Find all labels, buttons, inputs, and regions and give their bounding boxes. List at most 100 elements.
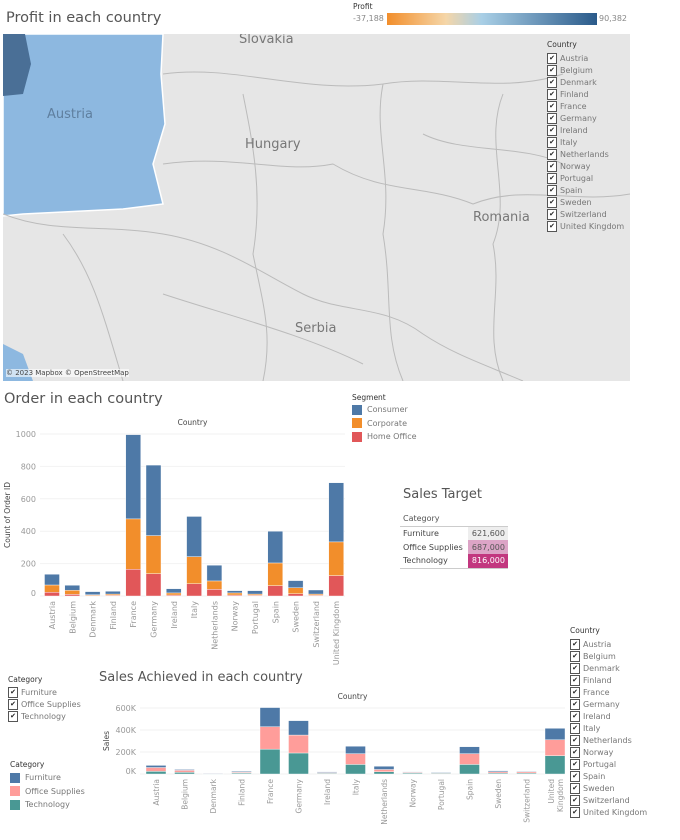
checkbox-checked-icon[interactable]: ✔ [570, 746, 580, 758]
filter-item[interactable]: ✔ Switzerland [570, 794, 647, 806]
filter-item[interactable]: ✔ Office Supplies [8, 698, 81, 710]
checkbox-checked-icon[interactable]: ✔ [547, 196, 557, 208]
filter-item[interactable]: ✔ Belgium [547, 64, 624, 76]
filter-item[interactable]: ✔ Switzerland [547, 208, 624, 220]
bar-consumer [105, 591, 121, 595]
checkbox-checked-icon[interactable]: ✔ [547, 160, 557, 172]
filter-item[interactable]: ✔ United Kingdom [547, 220, 624, 232]
legend-item[interactable]: Furniture [10, 771, 85, 785]
filter-item[interactable]: ✔ Spain [547, 184, 624, 196]
filter-item[interactable]: ✔ Portugal [547, 172, 624, 184]
checkbox-checked-icon[interactable]: ✔ [570, 770, 580, 782]
filter-item[interactable]: ✔ Denmark [547, 76, 624, 88]
checkbox-checked-icon[interactable]: ✔ [547, 172, 557, 184]
checkbox-checked-icon[interactable]: ✔ [570, 734, 580, 746]
x-tick-label: Austria [48, 601, 57, 629]
filter-item[interactable]: ✔ Netherlands [547, 148, 624, 160]
x-tick-label: Norway [231, 601, 240, 632]
legend-item[interactable]: Home Office [352, 430, 417, 444]
filter-item[interactable]: ✔ Finland [547, 88, 624, 100]
germany-region[interactable] [3, 34, 31, 96]
bar-furniture [544, 728, 566, 740]
checkbox-checked-icon[interactable]: ✔ [547, 112, 557, 124]
order-chart-title: Order in each country [4, 391, 163, 407]
checkbox-checked-icon[interactable]: ✔ [547, 100, 557, 112]
filter-item[interactable]: ✔ France [547, 100, 624, 112]
checkbox-checked-icon[interactable]: ✔ [547, 124, 557, 136]
filter-item[interactable]: ✔ Furniture [8, 686, 81, 698]
bar-furniture [516, 770, 537, 772]
filter-item[interactable]: ✔ Belgium [570, 650, 647, 662]
filter-item[interactable]: ✔ Austria [570, 638, 647, 650]
legend-item[interactable]: Consumer [352, 403, 417, 417]
checkbox-checked-icon[interactable]: ✔ [570, 722, 580, 734]
x-tick-label: Netherlands [380, 779, 389, 825]
filter-item-label: Furniture [21, 687, 57, 697]
filter-item[interactable]: ✔ Denmark [570, 662, 647, 674]
filter-item[interactable]: ✔ Italy [570, 722, 647, 734]
checkbox-checked-icon[interactable]: ✔ [8, 698, 18, 710]
filter-item[interactable]: ✔ Norway [570, 746, 647, 758]
filter-item[interactable]: ✔ Ireland [547, 124, 624, 136]
checkbox-checked-icon[interactable]: ✔ [570, 710, 580, 722]
filter-item[interactable]: ✔ Austria [547, 52, 624, 64]
checkbox-checked-icon[interactable]: ✔ [570, 806, 580, 818]
sales-target-title: Sales Target [403, 487, 482, 502]
bar-technology [544, 755, 566, 775]
filter-item[interactable]: ✔ Spain [570, 770, 647, 782]
checkbox-checked-icon[interactable]: ✔ [570, 638, 580, 650]
legend-swatch [352, 431, 362, 442]
checkbox-checked-icon[interactable]: ✔ [547, 220, 557, 232]
filter-item-label: Denmark [583, 663, 620, 673]
filter-item[interactable]: ✔ Italy [547, 136, 624, 148]
checkbox-checked-icon[interactable]: ✔ [547, 76, 557, 88]
checkbox-checked-icon[interactable]: ✔ [547, 208, 557, 220]
filter-item[interactable]: ✔ Portugal [570, 758, 647, 770]
filter-item-label: Netherlands [560, 149, 609, 159]
x-tick-label: Finland [109, 601, 118, 630]
checkbox-checked-icon[interactable]: ✔ [570, 698, 580, 710]
checkbox-checked-icon[interactable]: ✔ [8, 686, 18, 698]
checkbox-checked-icon[interactable]: ✔ [547, 88, 557, 100]
austria-region[interactable] [3, 34, 166, 217]
checkbox-checked-icon[interactable]: ✔ [547, 52, 557, 64]
filter-item[interactable]: ✔ Germany [570, 698, 647, 710]
checkbox-checked-icon[interactable]: ✔ [570, 674, 580, 686]
legend-item[interactable]: Technology [10, 798, 85, 812]
legend-item[interactable]: Office Supplies [10, 785, 85, 799]
checkbox-checked-icon[interactable]: ✔ [8, 710, 18, 722]
sales-target-row: Furniture 621,600 [400, 526, 508, 540]
filter-item[interactable]: ✔ Technology [8, 710, 81, 722]
map-attribution[interactable]: © 2023 Mapbox © OpenStreetMap [6, 369, 129, 377]
legend-label: Corporate [367, 418, 407, 428]
checkbox-checked-icon[interactable]: ✔ [570, 650, 580, 662]
filter-item[interactable]: ✔ France [570, 686, 647, 698]
checkbox-checked-icon[interactable]: ✔ [570, 758, 580, 770]
checkbox-checked-icon[interactable]: ✔ [570, 662, 580, 674]
filter-item[interactable]: ✔ Netherlands [570, 734, 647, 746]
bar-consumer [166, 588, 182, 594]
x-tick-label: Portugal [251, 601, 260, 634]
profit-map[interactable]: Slovakia Austria Hungary Romania Serbia … [3, 34, 630, 381]
y-tick-label: 1000 [16, 430, 36, 439]
segment-legend-items: Consumer Corporate Home Office [352, 403, 417, 444]
filter-item[interactable]: ✔ Sweden [570, 782, 647, 794]
checkbox-checked-icon[interactable]: ✔ [547, 136, 557, 148]
filter-item[interactable]: ✔ Ireland [570, 710, 647, 722]
filter-item[interactable]: ✔ Norway [547, 160, 624, 172]
checkbox-checked-icon[interactable]: ✔ [570, 782, 580, 794]
x-tick-label: United Kingdom [332, 601, 341, 665]
filter-item[interactable]: ✔ Sweden [547, 196, 624, 208]
checkbox-checked-icon[interactable]: ✔ [570, 686, 580, 698]
checkbox-checked-icon[interactable]: ✔ [547, 184, 557, 196]
checkbox-checked-icon[interactable]: ✔ [547, 64, 557, 76]
legend-item[interactable]: Corporate [352, 417, 417, 431]
filter-item[interactable]: ✔ Finland [570, 674, 647, 686]
x-tick-label: Finland [238, 779, 247, 806]
checkbox-checked-icon[interactable]: ✔ [547, 148, 557, 160]
filter-item[interactable]: ✔ United Kingdom [570, 806, 647, 818]
sales-chart: 0K 200K 400K 600K Country Sales Austria Belgium… [102, 692, 566, 825]
filter-list: ✔ Austria ✔ Belgium ✔ Denmark ✔ Finland ✔ France ✔… [547, 52, 624, 232]
checkbox-checked-icon[interactable]: ✔ [570, 794, 580, 806]
filter-item[interactable]: ✔ Germany [547, 112, 624, 124]
